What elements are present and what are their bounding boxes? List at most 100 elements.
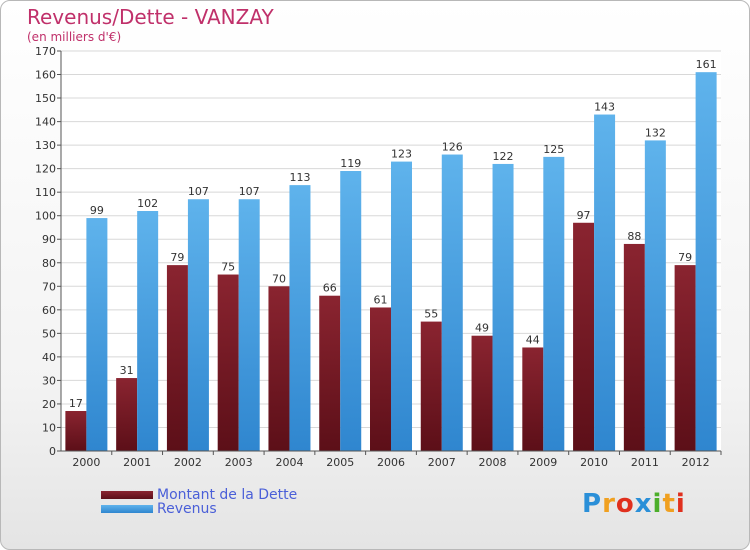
data-label-revenue: 113 — [289, 171, 310, 184]
x-tick-label: 2010 — [580, 456, 608, 469]
proxiti-logo: Proxiti — [582, 489, 686, 519]
y-tick-label: 120 — [35, 163, 56, 176]
x-tick-label: 2009 — [529, 456, 557, 469]
bar-debt — [65, 411, 87, 451]
data-labels: 17 99 31 102 79 107 75 107 70 113 66 119 61 123 55 126 4… — [69, 58, 717, 410]
x-tick-label: 2006 — [377, 456, 405, 469]
bar-revenue — [492, 163, 514, 452]
bar-revenue — [543, 156, 565, 451]
y-tick-label: 80 — [42, 257, 56, 270]
bar-revenue — [340, 171, 362, 451]
y-tick-label: 90 — [42, 233, 56, 246]
data-label-debt: 88 — [627, 230, 641, 243]
chart-subtitle: (en milliers d'€) — [27, 30, 122, 44]
bar-debt — [471, 335, 493, 451]
y-tick-label: 130 — [35, 139, 56, 152]
data-label-revenue: 119 — [340, 157, 361, 170]
data-label-revenue: 123 — [391, 148, 412, 161]
legend-label-debt: Montant de la Dette — [157, 487, 298, 503]
x-tick-label: 2003 — [225, 456, 253, 469]
data-label-debt: 97 — [577, 209, 591, 222]
bar-debt — [623, 243, 645, 451]
data-label-revenue: 125 — [543, 143, 564, 156]
logo-letter: i — [675, 489, 686, 519]
bar-debt — [319, 295, 341, 451]
data-label-revenue: 107 — [188, 185, 209, 198]
bar-debt — [420, 321, 442, 451]
data-label-revenue: 107 — [239, 185, 260, 198]
data-label-debt: 70 — [272, 272, 286, 285]
y-tick-label: 10 — [42, 421, 56, 434]
data-label-debt: 49 — [475, 322, 489, 335]
bar-debt — [522, 347, 544, 451]
y-tick-label: 140 — [35, 116, 56, 129]
data-label-revenue: 132 — [645, 126, 666, 139]
data-label-revenue: 99 — [90, 204, 104, 217]
y-tick-label: 20 — [42, 398, 56, 411]
y-tick-label: 60 — [42, 304, 56, 317]
bar-debt — [573, 222, 595, 451]
data-label-debt: 55 — [424, 308, 438, 321]
data-label-debt: 75 — [221, 261, 235, 274]
data-label-debt: 79 — [678, 251, 692, 264]
logo-letter: P — [582, 489, 603, 519]
y-tick-label: 160 — [35, 69, 56, 82]
x-tick-label: 2001 — [123, 456, 151, 469]
data-label-revenue: 102 — [137, 197, 158, 210]
bar-revenue — [594, 114, 616, 451]
logo-letter: r — [602, 489, 616, 519]
x-tick-label: 2005 — [326, 456, 354, 469]
bar-revenue — [86, 218, 108, 451]
x-tick-label: 2002 — [174, 456, 202, 469]
bar-revenue — [137, 211, 159, 451]
y-tick-label: 30 — [42, 374, 56, 387]
bar-debt — [370, 307, 391, 451]
y-tick-label: 0 — [49, 445, 56, 458]
chart-title: Revenus/Dette - VANZAY — [27, 5, 274, 29]
data-label-debt: 79 — [170, 251, 184, 264]
x-tick-label: 2004 — [275, 456, 303, 469]
bar-revenue — [238, 199, 260, 451]
bar-debt — [268, 286, 290, 451]
legend-item-revenue: Revenus — [101, 501, 217, 517]
data-label-debt: 66 — [323, 282, 337, 295]
data-label-debt: 31 — [120, 364, 134, 377]
x-axis: 2000 2001 2002 2003 2004 2005 2006 2007 2008 2009… — [61, 450, 722, 469]
logo-letter: i — [652, 489, 663, 519]
logo-letter: x — [634, 489, 653, 519]
bar-debt — [116, 378, 138, 451]
y-tick-label: 40 — [42, 351, 56, 364]
data-label-debt: 17 — [69, 397, 83, 410]
legend-label-revenue: Revenus — [157, 501, 217, 517]
bar-revenue — [289, 185, 311, 451]
x-tick-label: 2008 — [479, 456, 507, 469]
bars — [65, 72, 717, 452]
y-tick-label: 150 — [35, 92, 56, 105]
x-tick-label: 2000 — [72, 456, 100, 469]
bar-debt — [674, 265, 696, 451]
x-tick-label: 2011 — [631, 456, 659, 469]
data-label-revenue: 161 — [696, 58, 717, 71]
x-tick-label: 2007 — [428, 456, 456, 469]
legend-item-debt: Montant de la Dette — [101, 487, 298, 503]
bar-revenue — [187, 199, 209, 451]
bar-revenue — [441, 154, 463, 451]
bar-debt — [166, 265, 188, 451]
y-tick-label: 70 — [42, 280, 56, 293]
bar-revenue — [391, 161, 412, 451]
y-tick-label: 100 — [35, 210, 56, 223]
data-label-revenue: 126 — [442, 141, 463, 154]
data-label-revenue: 122 — [493, 150, 514, 163]
legend-swatch-revenue — [101, 505, 153, 513]
data-label-debt: 44 — [526, 333, 540, 346]
x-tick-label: 2012 — [682, 456, 710, 469]
bar-revenue — [644, 140, 666, 452]
legend-swatch-debt — [101, 491, 153, 499]
y-tick-label: 170 — [35, 45, 56, 58]
logo-letter: t — [662, 489, 676, 519]
y-tick-label: 50 — [42, 327, 56, 340]
logo-letter: o — [615, 489, 635, 519]
data-label-revenue: 143 — [594, 101, 615, 114]
